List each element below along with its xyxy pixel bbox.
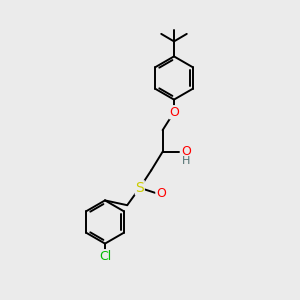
Text: S: S (135, 181, 144, 195)
Text: H: H (182, 156, 190, 167)
Text: O: O (181, 145, 190, 158)
Text: Cl: Cl (99, 250, 111, 263)
Text: O: O (156, 187, 166, 200)
Text: O: O (169, 106, 179, 119)
